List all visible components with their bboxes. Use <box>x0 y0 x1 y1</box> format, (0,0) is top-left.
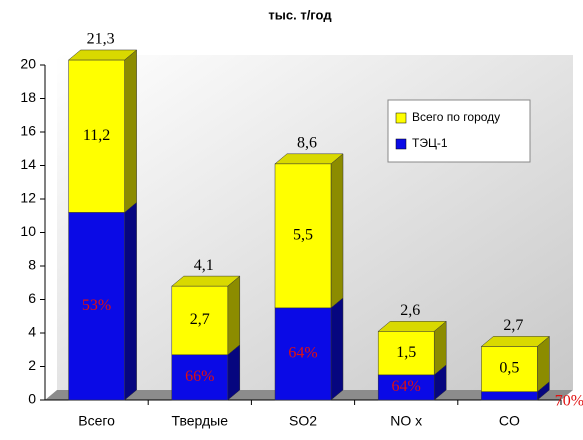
bar-top <box>171 275 241 287</box>
y-tick-label: 6 <box>28 290 36 306</box>
total-label: 4,1 <box>194 257 214 274</box>
bar-top <box>67 49 138 61</box>
bar <box>274 307 332 401</box>
y-tick-label: 12 <box>20 190 36 206</box>
x-tick-label: SO2 <box>289 413 317 429</box>
legend-swatch <box>395 138 407 150</box>
y-tick-label: 14 <box>20 156 36 172</box>
x-tick-label: CO <box>499 413 520 429</box>
bar <box>377 331 435 376</box>
percent-label: 53% <box>82 297 111 314</box>
percent-label: 64% <box>392 378 421 395</box>
total-label: 2,7 <box>503 317 523 334</box>
segment-label: 11,2 <box>83 127 110 144</box>
y-tick-label: 16 <box>20 123 36 139</box>
y-tick-label: 0 <box>28 391 36 407</box>
y-tick-label: 2 <box>28 357 36 373</box>
legend-label: ТЭЦ-1 <box>412 136 448 150</box>
chart-title: тыс. т/год <box>268 7 332 22</box>
bar <box>68 59 125 213</box>
bar-top <box>377 321 447 332</box>
y-tick-label: 10 <box>20 223 36 239</box>
bar-side <box>124 49 137 213</box>
legend <box>387 99 531 163</box>
x-tick-label: Всего <box>78 413 115 429</box>
bar <box>377 374 435 401</box>
bar-side <box>227 275 241 356</box>
bar <box>171 285 229 356</box>
y-tick-label: 4 <box>28 324 36 340</box>
segment-label: 2,7 <box>190 311 210 328</box>
bar <box>68 212 125 401</box>
x-tick-label: Твердые <box>172 413 229 429</box>
percent-label: 64% <box>288 345 317 362</box>
bar-side <box>330 153 344 309</box>
percent-label: 70% <box>555 393 583 410</box>
bar-side <box>330 297 344 401</box>
y-tick-label: 8 <box>28 257 36 273</box>
bar-side <box>124 201 137 401</box>
legend-swatch <box>395 112 407 124</box>
segment-label: 0,5 <box>499 360 519 377</box>
percent-label: 66% <box>185 368 214 385</box>
total-label: 8,6 <box>297 134 317 151</box>
legend-label: Всего по городу <box>412 110 500 124</box>
segment-label: 1,5 <box>396 344 416 361</box>
y-tick-label: 20 <box>20 56 36 72</box>
y-tick-label: 18 <box>20 89 36 105</box>
segment-label: 5,5 <box>293 227 313 244</box>
bar-top <box>480 336 551 347</box>
bar <box>274 163 332 309</box>
total-label: 2,6 <box>400 302 420 319</box>
total-label: 21,3 <box>87 31 115 48</box>
bar <box>481 391 538 401</box>
x-tick-label: NO x <box>390 413 422 429</box>
bar-top <box>274 153 344 165</box>
